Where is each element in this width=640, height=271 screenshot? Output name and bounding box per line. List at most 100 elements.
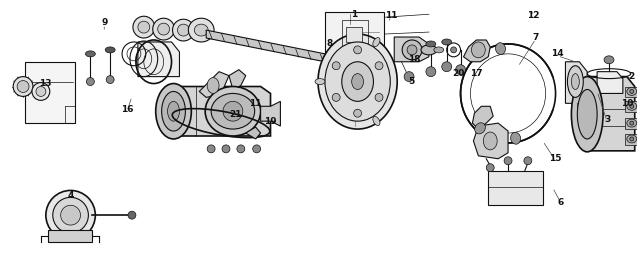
Ellipse shape xyxy=(211,93,255,129)
Ellipse shape xyxy=(354,109,362,117)
Ellipse shape xyxy=(630,121,634,125)
Ellipse shape xyxy=(315,79,325,85)
Ellipse shape xyxy=(162,91,186,131)
Polygon shape xyxy=(260,101,280,126)
Ellipse shape xyxy=(426,67,436,77)
Bar xyxy=(625,86,639,97)
Polygon shape xyxy=(474,123,508,159)
Polygon shape xyxy=(577,103,589,109)
Polygon shape xyxy=(199,72,229,97)
Ellipse shape xyxy=(332,62,340,70)
Ellipse shape xyxy=(332,93,340,101)
Ellipse shape xyxy=(451,47,456,53)
Ellipse shape xyxy=(195,24,208,36)
Text: 7: 7 xyxy=(532,33,539,41)
Text: 3: 3 xyxy=(604,115,610,124)
Polygon shape xyxy=(229,70,246,89)
Ellipse shape xyxy=(13,77,33,96)
Ellipse shape xyxy=(105,47,115,53)
Ellipse shape xyxy=(188,18,214,42)
Text: 9: 9 xyxy=(101,18,108,27)
Text: 4: 4 xyxy=(67,191,74,200)
Text: 11: 11 xyxy=(250,99,262,108)
Text: 1: 1 xyxy=(351,10,358,19)
Ellipse shape xyxy=(504,157,512,165)
Ellipse shape xyxy=(572,77,603,152)
Ellipse shape xyxy=(32,83,50,100)
Text: 20: 20 xyxy=(452,69,465,78)
Ellipse shape xyxy=(524,157,532,165)
Ellipse shape xyxy=(407,45,417,55)
Ellipse shape xyxy=(426,41,436,47)
Polygon shape xyxy=(246,127,260,139)
Ellipse shape xyxy=(86,78,94,86)
Polygon shape xyxy=(472,106,493,129)
Ellipse shape xyxy=(483,132,497,150)
Ellipse shape xyxy=(106,76,114,83)
Ellipse shape xyxy=(402,40,422,60)
Ellipse shape xyxy=(577,89,597,139)
Polygon shape xyxy=(585,77,635,151)
Text: 21: 21 xyxy=(230,110,242,119)
Ellipse shape xyxy=(354,46,362,54)
Text: 15: 15 xyxy=(549,154,562,163)
Text: 5: 5 xyxy=(408,77,414,86)
Ellipse shape xyxy=(630,137,634,141)
Ellipse shape xyxy=(17,80,29,92)
Ellipse shape xyxy=(325,42,390,121)
Ellipse shape xyxy=(223,101,243,121)
Polygon shape xyxy=(463,40,490,62)
Ellipse shape xyxy=(138,21,150,33)
Ellipse shape xyxy=(153,18,175,40)
Bar xyxy=(346,27,362,42)
Ellipse shape xyxy=(442,39,452,45)
Ellipse shape xyxy=(351,74,364,89)
Polygon shape xyxy=(597,72,623,93)
Ellipse shape xyxy=(404,72,414,82)
Ellipse shape xyxy=(495,43,506,54)
Ellipse shape xyxy=(156,83,191,139)
Text: 14: 14 xyxy=(551,49,564,58)
Polygon shape xyxy=(172,86,271,136)
Text: 17: 17 xyxy=(470,69,483,78)
Polygon shape xyxy=(566,62,588,103)
Ellipse shape xyxy=(630,104,634,108)
Ellipse shape xyxy=(168,101,179,121)
Ellipse shape xyxy=(157,23,170,35)
Text: 8: 8 xyxy=(327,40,333,49)
Polygon shape xyxy=(25,62,74,123)
Ellipse shape xyxy=(253,145,260,153)
Text: 11: 11 xyxy=(385,11,397,20)
Ellipse shape xyxy=(128,211,136,219)
Ellipse shape xyxy=(133,16,155,38)
Ellipse shape xyxy=(222,145,230,153)
Ellipse shape xyxy=(434,47,444,53)
Ellipse shape xyxy=(52,197,88,233)
Ellipse shape xyxy=(61,205,81,225)
Polygon shape xyxy=(325,12,385,57)
Ellipse shape xyxy=(442,62,452,72)
Ellipse shape xyxy=(627,119,637,127)
Text: 13: 13 xyxy=(38,79,51,88)
Ellipse shape xyxy=(207,78,219,93)
Text: 10: 10 xyxy=(621,99,633,108)
Ellipse shape xyxy=(572,74,579,89)
Text: 12: 12 xyxy=(527,11,539,20)
Text: 19: 19 xyxy=(264,117,277,126)
Ellipse shape xyxy=(627,135,637,143)
Ellipse shape xyxy=(342,62,374,101)
Ellipse shape xyxy=(334,56,346,66)
Polygon shape xyxy=(394,37,429,62)
Ellipse shape xyxy=(472,42,485,58)
Ellipse shape xyxy=(177,24,189,36)
Text: 18: 18 xyxy=(408,55,420,64)
Polygon shape xyxy=(488,171,543,205)
Ellipse shape xyxy=(604,56,614,64)
Ellipse shape xyxy=(627,102,637,110)
Ellipse shape xyxy=(36,86,46,96)
Text: 2: 2 xyxy=(628,72,635,81)
Ellipse shape xyxy=(630,89,634,93)
Ellipse shape xyxy=(318,34,397,129)
Ellipse shape xyxy=(207,145,215,153)
Ellipse shape xyxy=(568,66,583,97)
